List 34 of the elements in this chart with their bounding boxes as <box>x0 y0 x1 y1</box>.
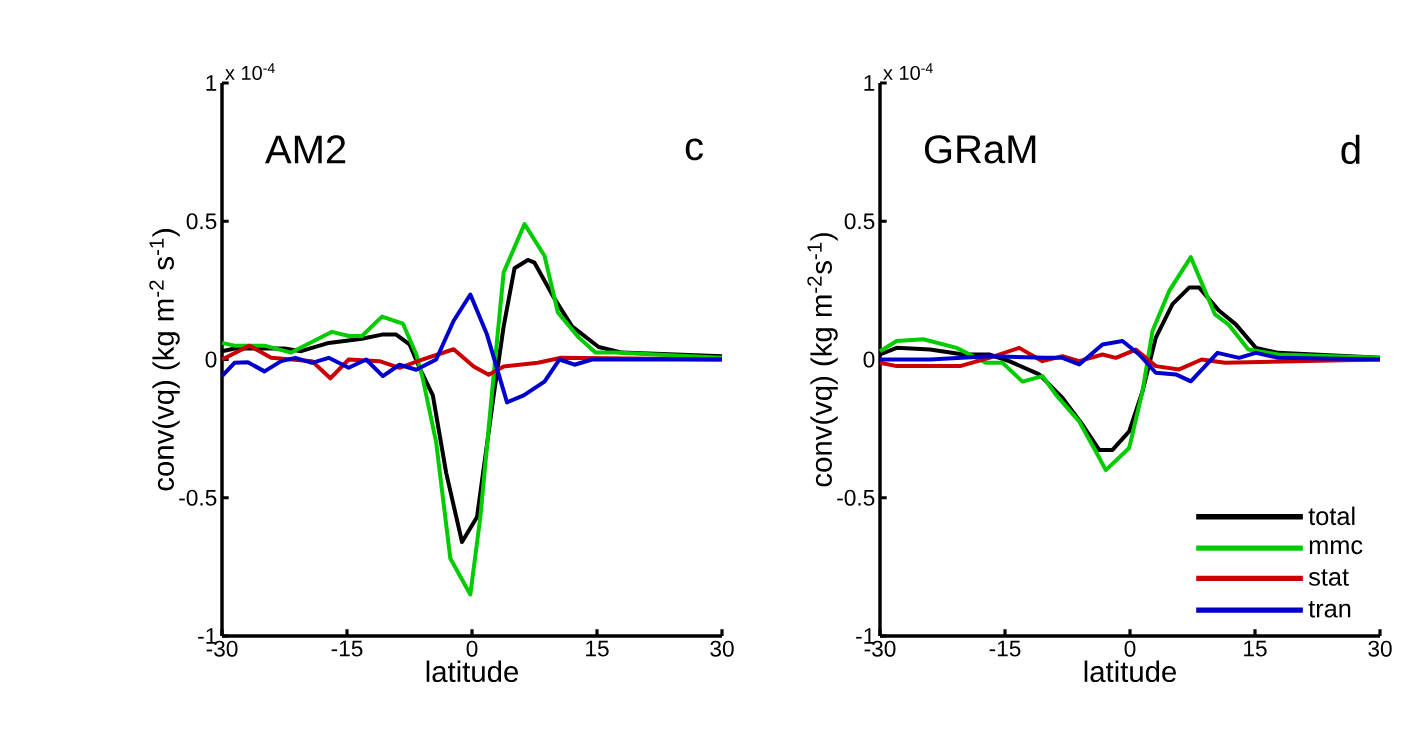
annotation: GRaM <box>924 135 1036 164</box>
annotation: d <box>1341 134 1360 165</box>
x-tick-label: 30 <box>1368 640 1392 657</box>
y-tick-label: -0.5 <box>837 489 875 506</box>
legend-label: stat <box>1308 569 1349 586</box>
y-axis-title: conv(vq) (kg m$^{-2}$s$^{-1}$) <box>807 233 838 487</box>
x-tick-label: 0 <box>1124 640 1136 657</box>
legend-label: mmc <box>1309 540 1363 555</box>
text: x 10$^{-4}$ <box>883 63 933 81</box>
annotation: AM2 <box>265 135 346 164</box>
x-tick-label: 0 <box>466 640 478 657</box>
y-tick-label: -0.5 <box>179 489 217 506</box>
x-tick-label: 30 <box>710 640 734 657</box>
x-tick-label: -15 <box>989 640 1021 657</box>
legend-label: tran <box>1308 600 1351 618</box>
x-tick-label: -15 <box>331 640 363 657</box>
y-tick-label: 0 <box>205 351 217 368</box>
y-tick-label: 0.5 <box>844 213 875 230</box>
line-series <box>220 292 725 405</box>
y-axis-title: conv(vq) (kg m$^{-2}$ s$^{-1}$) <box>149 229 180 491</box>
x-tick-label: 15 <box>586 640 609 657</box>
y-tick-label: 1 <box>864 75 875 91</box>
y-tick-label: 0.5 <box>186 213 217 230</box>
x-tick-label: 15 <box>1244 640 1267 657</box>
x-axis-title: latitude <box>1084 660 1176 683</box>
y-tick-label: 0 <box>863 351 875 368</box>
x-axis-title: latitude <box>426 660 518 683</box>
annotation: c <box>685 138 704 161</box>
legend-label: total <box>1308 506 1355 526</box>
line-series <box>220 222 725 597</box>
line-series <box>878 338 1382 384</box>
line-series <box>878 255 1382 473</box>
text: x 10$^{-4}$ <box>225 63 275 81</box>
y-tick-label: 1 <box>206 75 217 91</box>
